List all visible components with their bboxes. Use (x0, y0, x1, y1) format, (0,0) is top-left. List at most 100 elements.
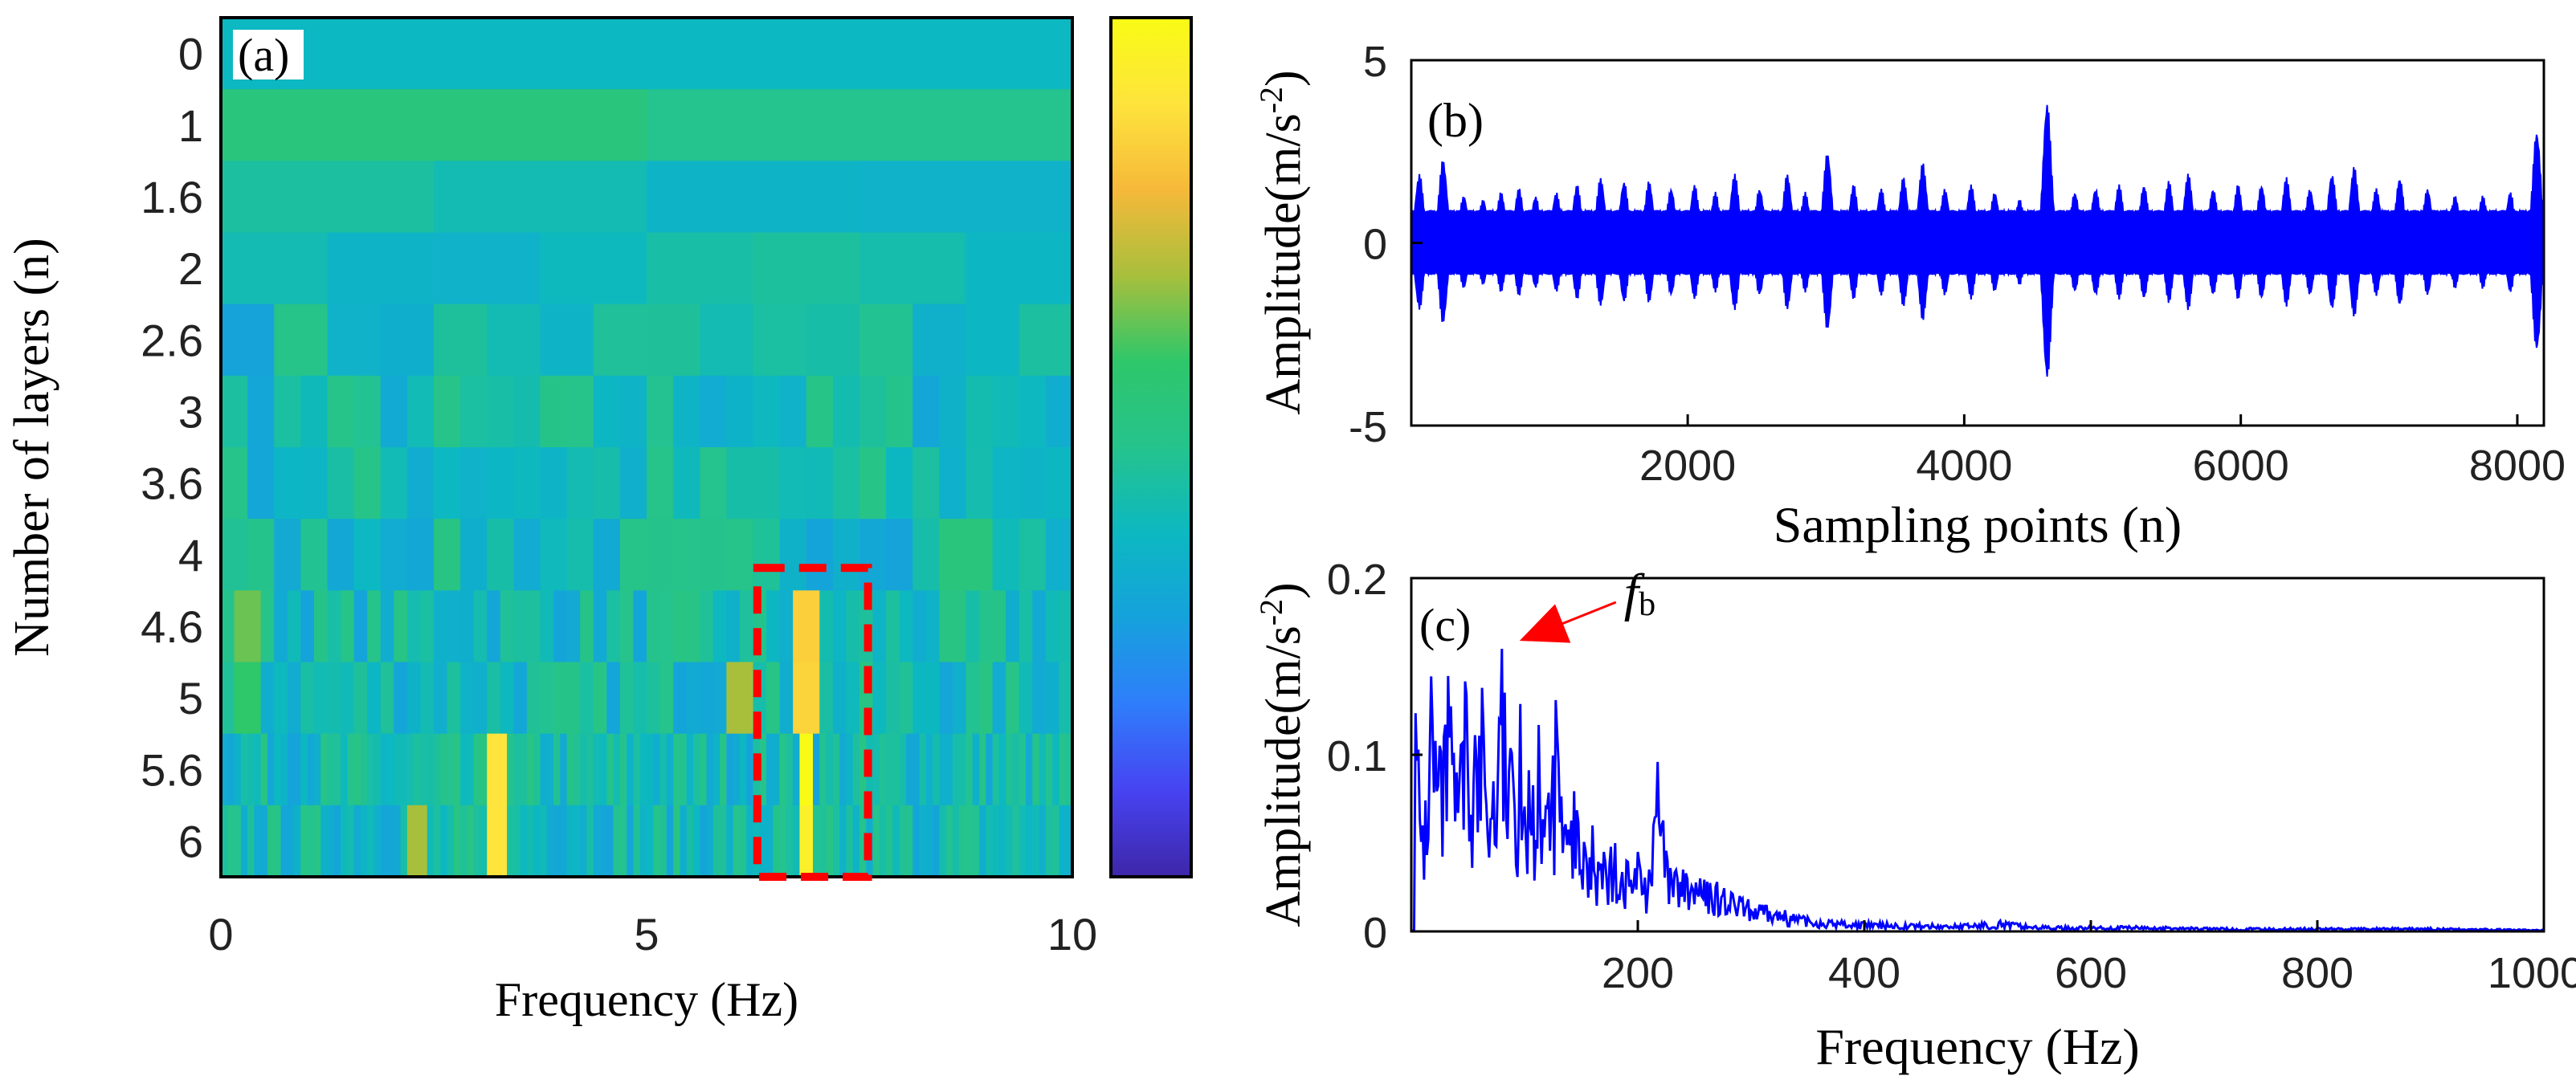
heatmap-cell (341, 805, 348, 878)
heatmap-cell (832, 375, 860, 448)
heatmap-cell (726, 519, 754, 591)
heatmap-cell (819, 662, 834, 735)
heatmap-cell (998, 805, 1006, 878)
heatmap-cell (487, 662, 501, 735)
heatmap-cell (680, 805, 688, 878)
heatmap-cell (1032, 733, 1040, 806)
heatmap-cell (859, 232, 967, 305)
heatmap-cell (647, 805, 654, 878)
heatmap-cell (965, 375, 994, 448)
highlight-box (753, 564, 872, 881)
heatmap-cell (647, 662, 661, 735)
spectrum-y-tick-label: 0.2 (1327, 556, 1387, 604)
heatmap-cell (659, 733, 667, 806)
heatmap-cell (460, 733, 468, 806)
heatmap-cell (647, 519, 674, 591)
heatmap-cell (327, 304, 382, 377)
heatmap-cell (487, 447, 514, 520)
heatmap-cell (247, 375, 275, 448)
heatmap-cell (686, 662, 700, 735)
heatmap-cell (247, 590, 262, 663)
heatmap-cell (307, 805, 315, 878)
heatmap-cell (593, 447, 621, 520)
heatmap-cell (566, 733, 574, 806)
heatmap-cell (793, 590, 807, 663)
heatmap-y-tick-label: 3 (178, 386, 203, 437)
heatmap-cell (939, 805, 947, 878)
heatmap-cell (1039, 733, 1047, 806)
heatmap-cell (473, 590, 488, 663)
heatmap-cell (473, 805, 481, 878)
heatmap-cell (247, 662, 262, 735)
heatmap-y-tick-label: 1.6 (141, 172, 203, 222)
heatmap-x-tick-label: 5 (634, 909, 659, 960)
heatmap-cell (227, 805, 235, 878)
heatmap-cell (832, 662, 847, 735)
heatmap-cell (234, 662, 248, 735)
heatmap-cell (759, 733, 767, 806)
heatmap-cell (434, 805, 441, 878)
heatmap-cell (673, 662, 688, 735)
heatmap-y-axis-label: Number of layers (n) (5, 238, 59, 657)
heatmap-cell (647, 232, 754, 305)
heatmap-cell (553, 590, 568, 663)
heatmap-cell (427, 805, 435, 878)
heatmap-cell (333, 733, 341, 806)
heatmap-cell (553, 733, 561, 806)
heatmap-cell (692, 805, 700, 878)
heatmap-cell (700, 590, 714, 663)
heatmap-cell (633, 733, 641, 806)
heatmap-cell (221, 733, 228, 806)
heatmap-cell (247, 805, 255, 878)
heatmap-cell (706, 805, 714, 878)
heatmap-cell (500, 733, 508, 806)
heatmap-cell (892, 805, 900, 878)
heatmap-cell (367, 733, 375, 806)
heatmap-cell (979, 805, 986, 878)
heatmap-cell (992, 375, 1020, 448)
heatmap-cell (586, 805, 594, 878)
heatmap-cell (1032, 590, 1047, 663)
heatmap-cell (965, 519, 994, 591)
heatmap-cell (1019, 304, 1073, 377)
heatmap-cell (779, 662, 794, 735)
heatmap-cell (1019, 447, 1047, 520)
heatmap-cell (341, 733, 348, 806)
spectrum-x-tick-label: 400 (1828, 949, 1900, 997)
heatmap-y-tick-label: 2 (178, 243, 203, 294)
heatmap-cell (673, 590, 688, 663)
heatmap-cell (526, 805, 534, 878)
heatmap-cell (300, 375, 329, 448)
heatmap-cell (806, 590, 820, 663)
heatmap-cell (726, 662, 741, 735)
heatmap-cell (487, 590, 501, 663)
heatmap-cell (852, 805, 860, 878)
heatmap-cell (593, 662, 607, 735)
heatmap-cell (221, 805, 228, 878)
heatmap-cell (394, 733, 402, 806)
heatmap-cell (1059, 662, 1073, 735)
heatmap-cell (912, 375, 940, 448)
heatmap-cell (566, 519, 594, 591)
heatmap-cell (406, 447, 435, 520)
heatmap-cell (560, 733, 568, 806)
heatmap-cell (739, 662, 754, 735)
heatmap-cell (353, 590, 368, 663)
heatmap-cell (434, 662, 448, 735)
heatmap-cell (992, 662, 1006, 735)
heatmap-cell (739, 733, 747, 806)
heatmap-cell (733, 805, 741, 878)
heatmap-cell (380, 304, 435, 377)
heatmap-cell (939, 662, 953, 735)
heatmap-cell (593, 519, 621, 591)
heatmap-cell (586, 733, 594, 806)
heatmap-cell (313, 662, 329, 735)
heatmap-cell (939, 519, 967, 591)
heatmap-cell (300, 519, 329, 591)
heatmap-cell (427, 733, 435, 806)
heatmap-cell (686, 590, 700, 663)
heatmap-cell (786, 805, 794, 878)
heatmap-cell (513, 733, 521, 806)
heatmap-cell (773, 733, 781, 806)
heatmap-cell (939, 447, 967, 520)
